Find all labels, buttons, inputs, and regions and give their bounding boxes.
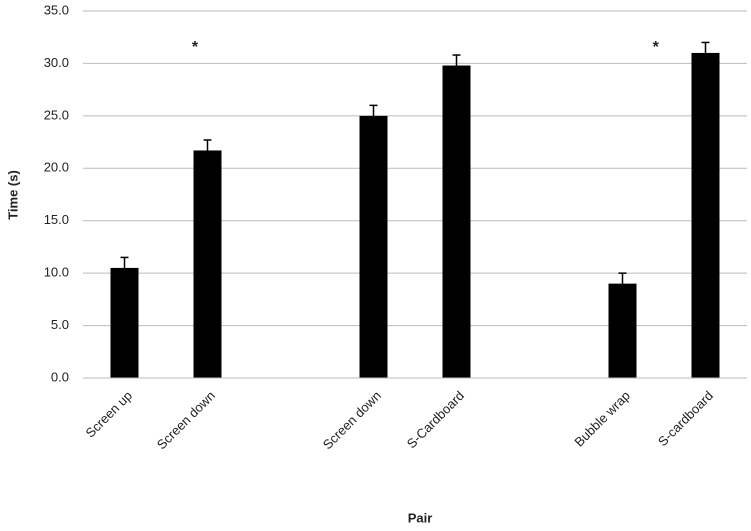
y-tick-label: 10.0: [44, 265, 69, 280]
y-tick-label: 0.0: [51, 369, 69, 384]
error-bar: [618, 272, 627, 284]
y-axis-label: Time (s): [5, 170, 20, 220]
annotation: *: [653, 39, 660, 56]
x-axis-label: Pair: [408, 510, 433, 525]
error-bar: [369, 104, 378, 116]
y-tick-label: 15.0: [44, 212, 69, 227]
error-bar: [120, 256, 129, 268]
bar: [442, 65, 471, 379]
bar: [193, 150, 222, 378]
y-tick-label: 25.0: [44, 107, 69, 122]
y-tick-label: 5.0: [51, 317, 69, 332]
y-tick-label: 30.0: [44, 55, 69, 70]
annotation: *: [192, 39, 199, 56]
y-tick-label: 20.0: [44, 160, 69, 175]
bar: [691, 52, 720, 378]
error-bar: [701, 41, 710, 53]
error-bar: [452, 54, 461, 66]
bar: [110, 267, 139, 378]
bar: [608, 283, 637, 378]
bar: [359, 115, 388, 378]
error-bar: [203, 139, 212, 151]
y-tick-label: 35.0: [44, 2, 69, 17]
